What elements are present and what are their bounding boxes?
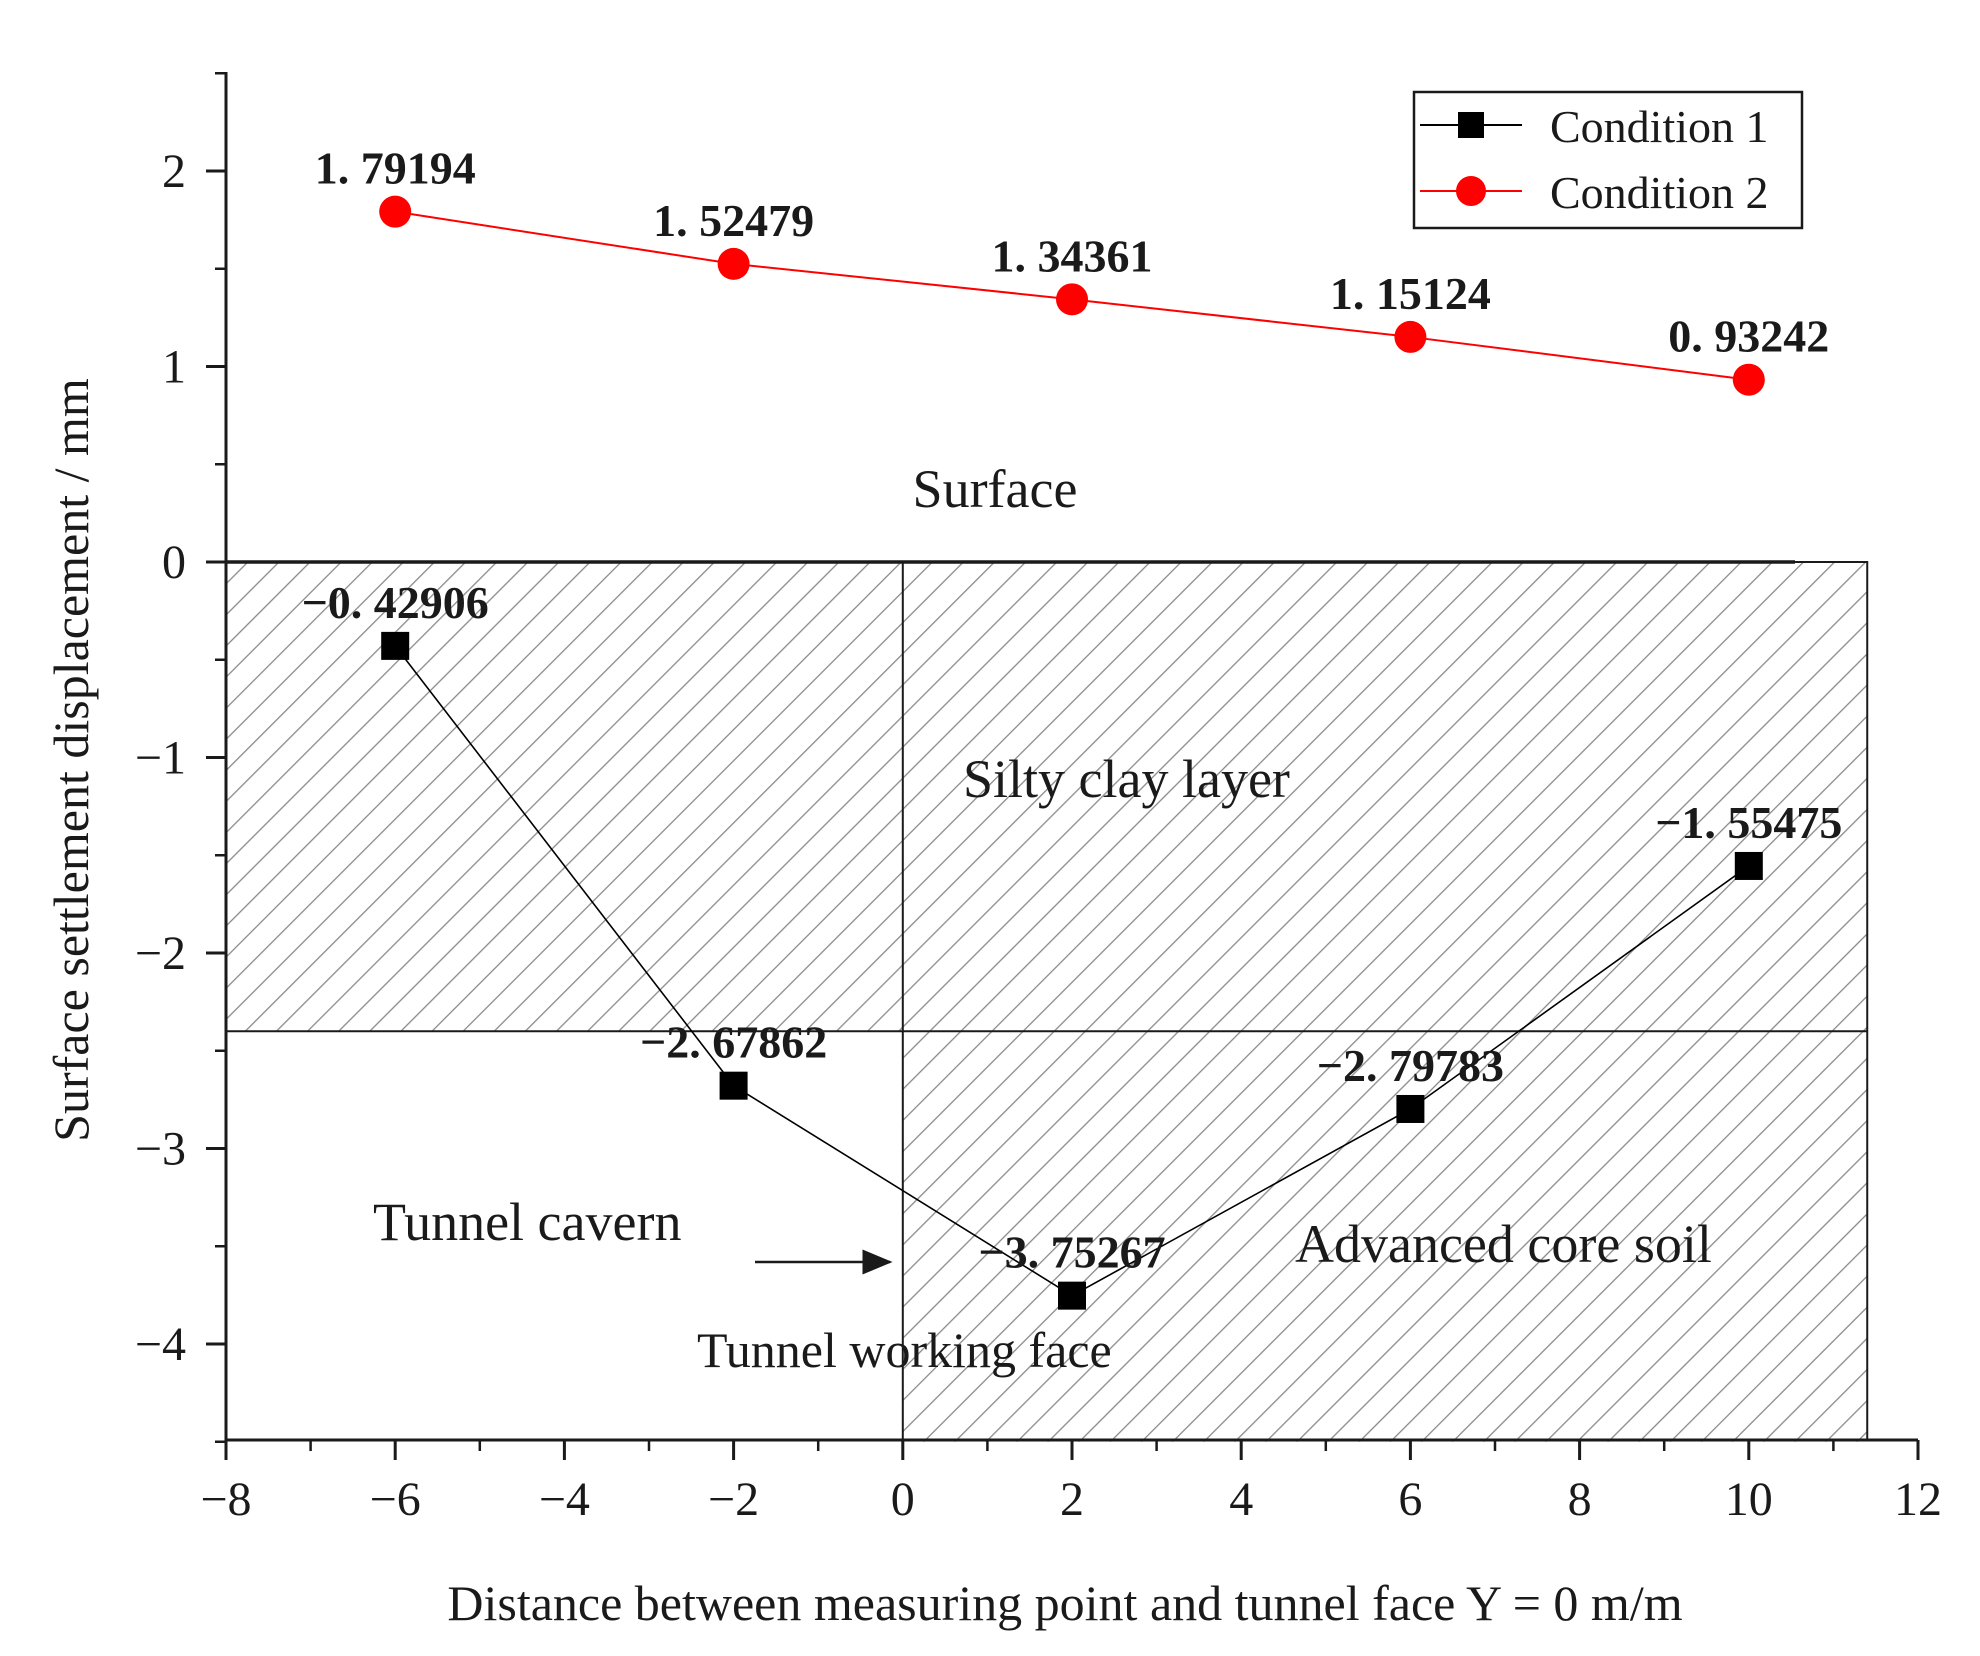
data-point-condition-2 [1732,363,1765,396]
x-tick-label: 0 [891,1473,915,1526]
data-label-condition-2: 1. 34361 [992,230,1153,281]
data-label-condition-1: −1. 55475 [1655,797,1842,848]
x-tick-label: 2 [1060,1473,1084,1526]
data-point-condition-2 [1394,320,1427,353]
data-point-condition-2 [379,195,412,228]
x-tick-label: 4 [1229,1473,1253,1526]
y-tick-label: −1 [135,732,186,785]
x-tick-label: 12 [1894,1473,1942,1526]
data-point-condition-1 [381,631,410,660]
data-point-condition-1 [719,1071,748,1100]
data-label-condition-1: −0. 42906 [302,577,489,628]
x-tick-label: −4 [539,1473,590,1526]
data-label-condition-1: −3. 75267 [978,1227,1165,1278]
y-axis-title: Surface settlement displacement / mm [43,378,99,1142]
data-label-condition-1: −2. 67862 [640,1017,827,1068]
legend-marker-condition-1 [1458,112,1484,138]
legend-label-condition-1: Condition 1 [1550,101,1769,152]
x-tick-label: 8 [1568,1473,1592,1526]
data-label-condition-2: 0. 93242 [1668,311,1829,362]
x-axis-title: Distance between measuring point and tun… [447,1575,1682,1631]
data-label-condition-2: 1. 52479 [653,195,814,246]
data-point-condition-1 [1734,851,1763,880]
y-tick-label: −3 [135,1123,186,1176]
x-tick-label: −6 [370,1473,421,1526]
silty-clay-label: Silty clay layer [963,749,1290,809]
y-tick-label: 1 [162,341,186,394]
core-soil-label: Advanced core soil [1295,1214,1712,1274]
data-labels-layer: −0. 42906 −2. 67862 −3. 75267 −2. 79783 −1. … [302,143,1843,1278]
data-label-condition-2: 1. 79194 [315,143,476,194]
data-point-condition-2 [1056,283,1088,316]
working-face-label: Tunnel working face [697,1322,1112,1378]
legend: Condition 1 Condition 2 [1412,90,1804,230]
x-tick-label: 6 [1398,1473,1422,1526]
series-layer [379,195,1765,1310]
surface-label: Surface [913,459,1078,519]
x-tick-label: 10 [1725,1473,1773,1526]
data-point-condition-1 [1396,1094,1425,1123]
y-tick-label: −2 [135,927,186,980]
data-point-condition-2 [717,247,750,280]
data-label-condition-1: −2. 79783 [1317,1040,1504,1091]
silty-clay-region [226,562,1868,1032]
x-tick-label: −2 [708,1473,759,1526]
data-point-condition-1 [1058,1281,1086,1310]
y-tick-label: −4 [135,1318,186,1371]
legend-label-condition-2: Condition 2 [1550,167,1769,218]
data-label-condition-2: 1. 15124 [1330,268,1491,319]
core-soil-region [902,1031,1868,1442]
x-tick-label: −8 [200,1473,251,1526]
y-tick-label: 0 [162,536,186,589]
tunnel-cavern-label: Tunnel cavern [373,1192,681,1252]
regions-layer [225,561,1869,1442]
y-tick-label: 2 [162,145,186,198]
legend-marker-condition-2 [1456,176,1486,206]
